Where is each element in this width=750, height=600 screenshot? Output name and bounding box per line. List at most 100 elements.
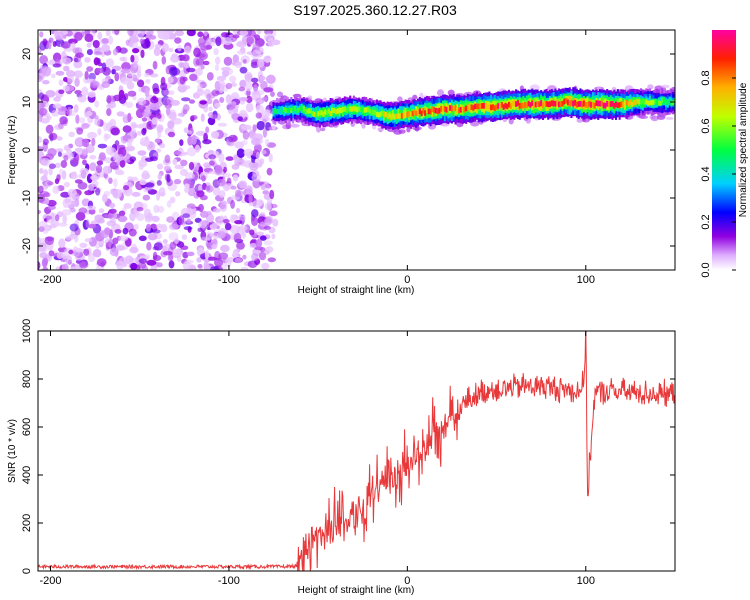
noise-speckle <box>127 30 134 37</box>
noise-speckle <box>263 240 273 246</box>
band-cell <box>636 98 639 104</box>
band-cell <box>543 100 546 107</box>
band-cell <box>351 106 354 112</box>
band-cell <box>549 101 552 107</box>
noise-speckle <box>108 177 113 184</box>
band-cell <box>652 99 655 105</box>
noise-speckle <box>183 104 190 112</box>
noise-speckle <box>229 75 237 83</box>
band-cell <box>563 98 566 105</box>
band-cell <box>327 108 330 114</box>
noise-speckle <box>186 251 195 257</box>
noise-speckle <box>68 152 74 161</box>
noise-speckle <box>159 192 166 197</box>
noise-speckle <box>203 30 208 37</box>
band-cell <box>331 108 334 114</box>
noise-speckle <box>156 163 164 170</box>
noise-speckle <box>191 134 197 145</box>
band-cell <box>452 105 455 111</box>
noise-speckle <box>89 80 100 88</box>
noise-speckle <box>166 174 171 183</box>
noise-speckle <box>38 100 45 110</box>
noise-speckle <box>218 190 226 198</box>
noise-speckle <box>239 66 248 74</box>
noise-speckle <box>86 66 94 72</box>
band-cell <box>276 109 279 114</box>
snr-series-line <box>38 331 675 571</box>
noise-speckle <box>55 214 60 222</box>
band-cell <box>383 112 386 118</box>
noise-speckle <box>38 244 48 254</box>
noise-speckle <box>153 242 163 251</box>
band-cell <box>422 108 425 114</box>
noise-speckle <box>200 113 205 122</box>
noise-speckle <box>145 79 151 84</box>
noise-speckle <box>75 211 86 221</box>
band-cell <box>577 101 580 107</box>
noise-speckle <box>120 68 131 74</box>
band-cell <box>673 98 675 104</box>
band-cell <box>433 107 436 113</box>
band-cell <box>484 103 487 109</box>
band-cell <box>602 102 605 109</box>
noise-speckle <box>252 124 257 133</box>
noise-speckle <box>215 56 221 65</box>
noise-speckle <box>206 72 214 81</box>
noise-speckle <box>141 117 148 122</box>
noise-speckle <box>144 30 154 35</box>
noise-speckle <box>84 238 93 243</box>
noise-speckle <box>167 131 176 138</box>
noise-speckle <box>77 182 88 190</box>
noise-speckle <box>127 176 134 182</box>
noise-speckle <box>88 253 96 263</box>
noise-speckle <box>238 86 246 92</box>
noise-speckle <box>171 53 178 58</box>
noise-speckle <box>174 238 179 245</box>
band-cell <box>372 109 375 115</box>
noise-speckle <box>236 241 245 250</box>
noise-speckle <box>163 31 171 40</box>
noise-speckle <box>77 95 87 103</box>
noise-speckle <box>94 117 102 126</box>
band-cell <box>420 110 423 117</box>
noise-speckle <box>110 127 120 136</box>
band-cell <box>465 105 468 112</box>
band-cell <box>461 105 464 112</box>
noise-speckle <box>156 124 164 133</box>
noise-speckle <box>177 44 182 52</box>
band-cell <box>586 102 589 108</box>
spectrogram-background <box>38 30 675 270</box>
band-halo <box>398 129 406 134</box>
band-cell <box>625 99 628 106</box>
noise-speckle <box>55 70 65 76</box>
band-cell <box>343 106 346 112</box>
colorbar-tick-label: 0.6 <box>700 118 712 133</box>
band-cell <box>381 110 384 116</box>
noise-speckle <box>86 42 92 48</box>
band-cell <box>672 100 675 106</box>
band-cell <box>590 101 593 108</box>
noise-speckle <box>165 107 171 116</box>
band-cell <box>377 112 380 118</box>
noise-speckle <box>223 184 230 192</box>
noise-speckle <box>41 158 51 167</box>
noise-speckle <box>41 67 51 77</box>
noise-speckle <box>63 145 71 151</box>
noise-speckle <box>52 185 60 194</box>
noise-speckle <box>54 162 61 168</box>
band-halo <box>640 115 648 119</box>
noise-speckle <box>102 66 111 76</box>
noise-speckle <box>94 115 99 120</box>
noise-speckle <box>79 117 86 124</box>
band-halo <box>647 84 654 90</box>
band-cell <box>629 99 632 105</box>
noise-speckle <box>181 97 191 102</box>
band-cell <box>582 100 585 107</box>
band-cell <box>609 101 612 107</box>
noise-speckle <box>128 80 133 86</box>
noise-speckle <box>183 226 193 231</box>
noise-speckle <box>132 48 140 54</box>
band-cell <box>386 113 389 119</box>
noise-speckle <box>167 76 174 84</box>
